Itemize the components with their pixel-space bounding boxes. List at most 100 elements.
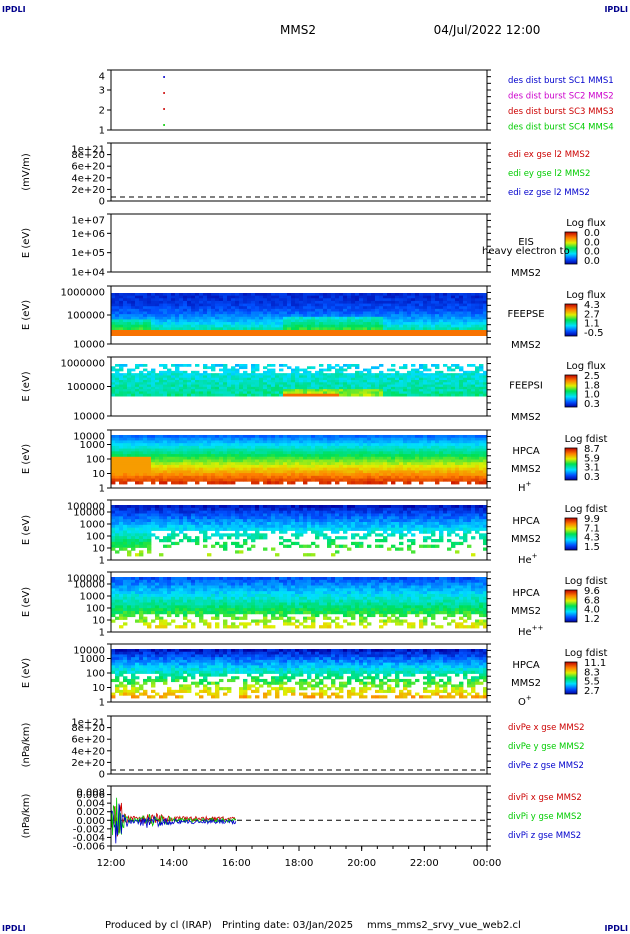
spectrogram-pixel: [135, 375, 140, 379]
spectrogram-pixel: [367, 464, 372, 469]
spectrogram-pixel: [367, 316, 372, 320]
spectrogram-pixel: [123, 522, 128, 526]
spectrogram-pixel: [211, 507, 216, 512]
spectrogram-pixel: [251, 380, 256, 383]
spectrogram-pixel: [447, 386, 452, 390]
spectrogram-pixel: [339, 437, 344, 441]
spectrogram-pixel: [247, 510, 252, 514]
spectrogram-pixel: [383, 384, 388, 388]
spectrogram-pixel: [215, 481, 220, 485]
spectrogram-pixel: [227, 308, 232, 312]
spectrogram-pixel: [299, 382, 304, 386]
spectrogram-pixel: [463, 384, 468, 388]
spectrogram-pixel: [259, 467, 264, 471]
spectrogram-pixel: [447, 473, 452, 477]
spectrogram-pixel: [435, 300, 440, 305]
spectrogram-pixel: [411, 448, 416, 452]
spectrogram-pixel: [235, 435, 240, 439]
spectrogram-pixel: [467, 298, 472, 302]
spectrogram-pixel: [199, 443, 204, 447]
spectrogram-pixel: [383, 373, 388, 376]
spectrogram-pixel: [147, 308, 152, 312]
spectrogram-pixel: [295, 541, 300, 546]
spectrogram-pixel: [439, 324, 444, 328]
spectrogram-pixel: [243, 539, 248, 543]
spectrogram-pixel: [403, 386, 408, 390]
spectrogram-pixel: [335, 293, 340, 297]
spectrogram-pixel: [351, 445, 356, 450]
spectrogram-pixel: [299, 467, 304, 471]
spectrogram-pixel: [155, 324, 160, 328]
spectrogram-pixel: [195, 451, 200, 455]
spectrogram-pixel: [351, 303, 356, 307]
spectrogram-pixel: [119, 448, 124, 452]
spectrogram-pixel: [227, 451, 232, 455]
spectrogram-pixel: [299, 308, 304, 312]
spectrogram-pixel: [215, 314, 220, 318]
spectrogram-pixel: [231, 513, 236, 517]
spectrogram-pixel: [455, 467, 460, 471]
spectrogram-pixel: [259, 324, 264, 328]
spectrogram-pixel: [379, 382, 384, 386]
spectrogram-pixel: [155, 513, 160, 517]
spectrogram-pixel: [139, 448, 144, 452]
spectrogram-pixel: [207, 300, 212, 305]
spectrogram-pixel: [179, 443, 184, 447]
spectrogram-pixel: [315, 308, 320, 312]
spectrogram-pixel: [419, 435, 424, 439]
spectrogram-pixel: [443, 319, 448, 323]
spectrogram-pixel: [203, 533, 208, 537]
spectrogram-pixel: [263, 293, 268, 297]
spectrogram-pixel: [139, 505, 144, 509]
spectrogram-pixel: [375, 322, 380, 326]
spectrogram-pixel: [203, 454, 208, 458]
spectrogram-pixel: [175, 308, 180, 312]
spectrogram-pixel: [247, 507, 252, 512]
spectrogram-pixel: [475, 327, 480, 331]
spectrogram-pixel: [271, 470, 276, 474]
spectrogram-pixel: [459, 322, 464, 326]
spectrogram-pixel: [167, 454, 172, 458]
spectrogram-pixel: [263, 377, 268, 381]
spectrogram-pixel: [251, 435, 256, 439]
spectrogram-pixel: [251, 519, 256, 523]
spectrogram-pixel: [131, 293, 136, 297]
spectrogram-pixel: [399, 470, 404, 474]
spectrogram-pixel: [167, 300, 172, 305]
spectrogram-pixel: [475, 391, 480, 395]
spectrogram-pixel: [267, 389, 272, 392]
spectrogram-pixel: [163, 389, 168, 392]
spectrogram-pixel: [323, 377, 328, 381]
spectrogram-pixel: [203, 527, 208, 531]
spectrogram-pixel: [199, 464, 204, 469]
spectrogram-pixel: [175, 522, 180, 526]
spectrogram-pixel: [219, 481, 224, 485]
spectrogram-pixel: [115, 389, 120, 392]
spectrogram-pixel: [391, 478, 396, 482]
spectrogram-pixel: [175, 295, 180, 299]
legend-entry-0-3: des dist burst SC4 MMS4: [508, 123, 614, 133]
spectrogram-pixel: [171, 519, 176, 523]
spectrogram-pixel: [287, 513, 292, 517]
spectrogram-pixel: [203, 364, 208, 367]
spectrogram-pixel: [203, 536, 208, 540]
spectrogram-pixel: [115, 364, 120, 367]
spectrogram-pixel: [235, 375, 240, 379]
spectrogram-pixel: [435, 375, 440, 379]
spectrogram-pixel: [347, 475, 352, 479]
spectrogram-pixel: [139, 440, 144, 444]
spectrogram-pixel: [255, 536, 260, 540]
spectrogram-pixel: [291, 295, 296, 299]
y-tick-label: 1000000: [60, 288, 105, 299]
spectrogram-pixel: [179, 370, 184, 374]
spectrogram-pixel: [379, 443, 384, 447]
spectrogram-pixel: [371, 467, 376, 471]
spectrogram-pixel: [211, 473, 216, 477]
spectrogram-pixel: [295, 443, 300, 447]
spectrogram-pixel: [359, 475, 364, 479]
spectrogram-pixel: [115, 536, 120, 540]
spectrogram-pixel: [263, 375, 268, 379]
colorbar-tick-2: 0.0: [584, 247, 600, 258]
spectrogram-pixel: [123, 443, 128, 447]
spectrogram-pixel: [171, 481, 176, 485]
